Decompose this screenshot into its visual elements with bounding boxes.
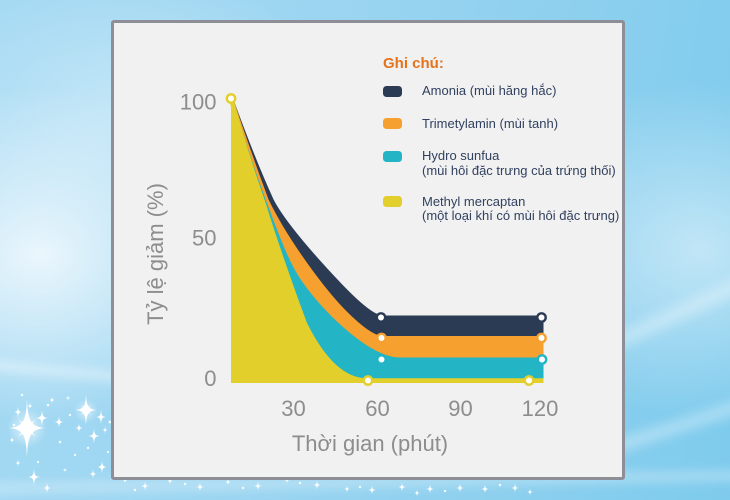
svg-text:90: 90 — [448, 396, 472, 421]
svg-text:50: 50 — [192, 226, 216, 251]
svg-text:100: 100 — [180, 90, 217, 115]
svg-text:Thời gian (phút): Thời gian (phút) — [292, 431, 448, 456]
svg-text:120: 120 — [522, 396, 559, 421]
svg-text:Tỷ lệ giảm (%): Tỷ lệ giảm (%) — [143, 183, 168, 325]
svg-text:60: 60 — [365, 396, 389, 421]
svg-text:30: 30 — [281, 396, 305, 421]
svg-text:0: 0 — [204, 366, 216, 391]
